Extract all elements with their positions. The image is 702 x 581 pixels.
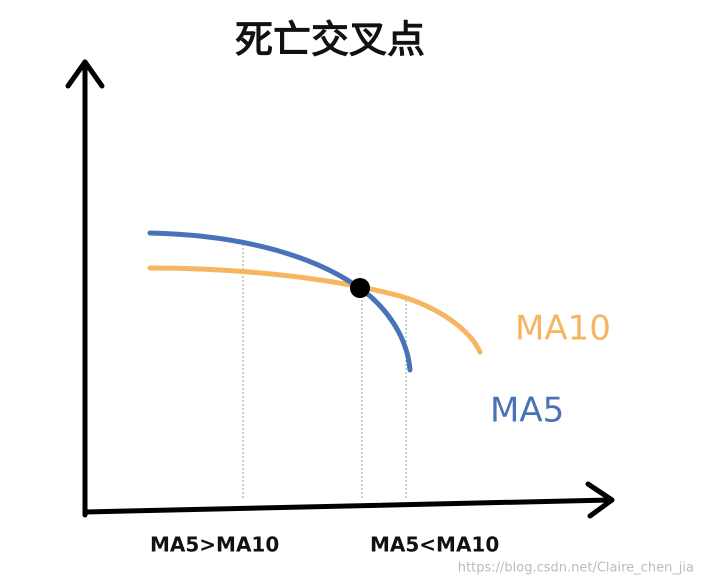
ma5-curve <box>147 230 413 373</box>
y-arrow <box>65 59 105 89</box>
x-axis <box>82 497 613 515</box>
region-label: MA5<MA10 <box>370 533 499 557</box>
ma10-label: MA10 <box>515 309 611 349</box>
region-label: MA5>MA10 <box>150 533 279 557</box>
ma10-curve <box>147 265 483 355</box>
watermark: https://blog.csdn.net/Claire_chen_jia <box>458 561 694 576</box>
cross-point <box>350 278 370 298</box>
axes <box>65 59 615 519</box>
guides <box>242 240 407 500</box>
ma5-label: MA5 <box>490 391 564 431</box>
title: 死亡交叉点 <box>235 18 425 62</box>
x-arrow <box>585 481 615 519</box>
